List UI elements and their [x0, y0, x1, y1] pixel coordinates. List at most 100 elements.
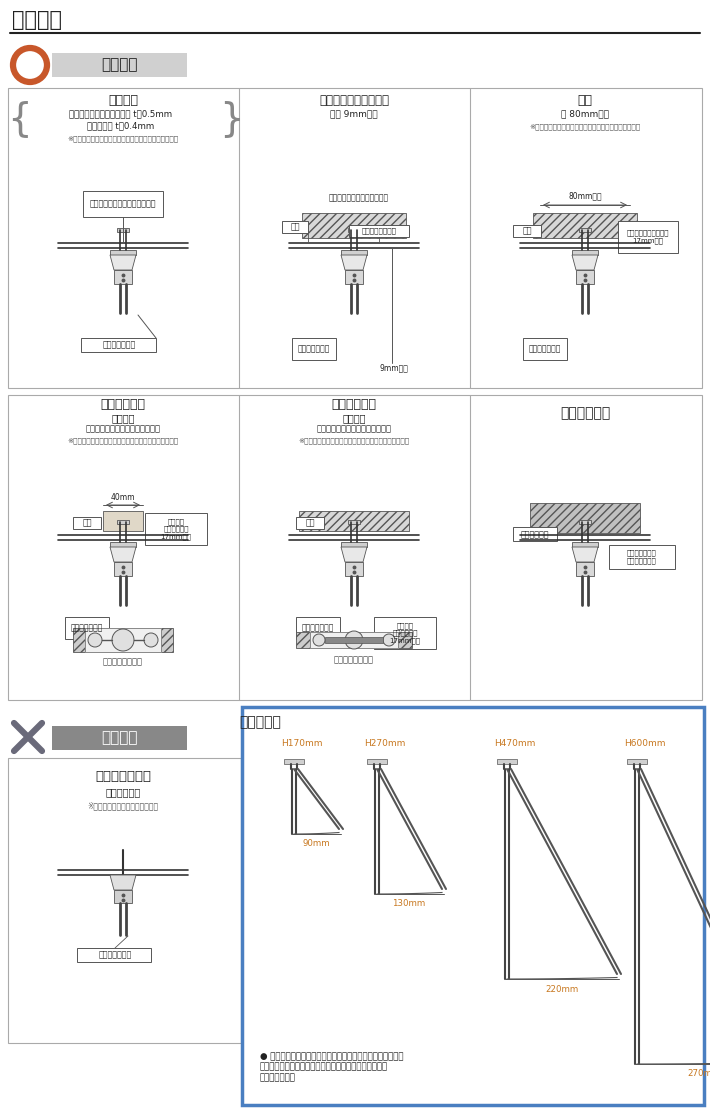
Circle shape [112, 629, 134, 651]
Text: 90mm: 90mm [302, 840, 330, 849]
Text: 40mm: 40mm [111, 493, 135, 502]
Text: 水平方向: 水平方向 [342, 413, 366, 423]
Polygon shape [341, 255, 367, 270]
Circle shape [313, 634, 325, 646]
Text: 130mm: 130mm [393, 899, 425, 908]
Text: シングルバー（シングル野縁）: シングルバー（シングル野縁） [89, 200, 156, 209]
Bar [302, 213, 406, 238]
Text: 天井面仕上げ材: 天井面仕上げ材 [529, 344, 561, 353]
Text: 天井面仕上げ材: 天井面仕上げ材 [297, 344, 330, 353]
Bar [341, 250, 367, 255]
Bar [296, 617, 340, 639]
Bar [296, 517, 324, 529]
Text: 天井面仕上げ材: 天井面仕上げ材 [71, 623, 103, 632]
Bar [73, 517, 101, 529]
Bar [325, 637, 383, 643]
Text: }: } [219, 101, 244, 139]
Text: 木部への
ねじ込み深さ
17mm以上: 木部への ねじ込み深さ 17mm以上 [160, 518, 192, 540]
Text: 天井面仕上げ材: 天井面仕上げ材 [99, 951, 131, 960]
Polygon shape [341, 547, 367, 562]
Text: H270mm: H270mm [364, 738, 405, 747]
Text: 野縁: 野縁 [82, 518, 92, 527]
Text: 野縁（木部）: 野縁（木部） [332, 399, 376, 411]
Bar [530, 503, 640, 533]
Text: 厚さ 9mm以上: 厚さ 9mm以上 [330, 109, 378, 118]
Text: コンクリート: コンクリート [560, 405, 610, 420]
Text: 9mm以上: 9mm以上 [380, 363, 408, 372]
Circle shape [383, 634, 395, 646]
Bar [117, 521, 129, 524]
Text: ● 天井吹りポールの長さによって最大振り幅が異なります。
製品本体が揺れた際、壁などにぶつからないように設置
してください。: ● 天井吹りポールの長さによって最大振り幅が異なります。 製品本体が揺れた際、壁… [260, 1052, 403, 1082]
Text: 角スタッド t＝0.4mm: 角スタッド t＝0.4mm [87, 122, 155, 131]
Text: 構造用合板・普通合板: 構造用合板・普通合板 [319, 94, 389, 106]
Text: 対応下地: 対応下地 [12, 10, 62, 30]
Bar [513, 225, 541, 237]
Bar [114, 890, 132, 903]
Text: 木部へのねじ込み深さ
17mm以上: 木部へのねじ込み深さ 17mm以上 [627, 230, 670, 245]
Polygon shape [572, 255, 598, 270]
Text: 垂直方向: 垂直方向 [111, 413, 135, 423]
Text: 野縁（木部）: 野縁（木部） [101, 399, 146, 411]
Circle shape [345, 631, 363, 649]
Bar [117, 228, 129, 232]
Bar [282, 221, 308, 233]
Text: H470mm: H470mm [494, 738, 535, 747]
Bar [73, 628, 85, 652]
Bar [533, 213, 637, 238]
Bar [52, 726, 187, 750]
Polygon shape [110, 547, 136, 562]
Bar [627, 758, 647, 764]
Text: ※ブラケットが中心にくるように取付けしてください。: ※ブラケットが中心にくるように取付けしてください。 [298, 438, 410, 445]
Bar [572, 250, 598, 255]
Bar [579, 521, 591, 524]
Bar [398, 632, 412, 648]
Text: 幅 80mm以上: 幅 80mm以上 [561, 109, 609, 118]
Text: ※ブラケットが中心にくるように取付けしてください。: ※ブラケットが中心にくるように取付けしてください。 [530, 124, 640, 131]
Bar [77, 948, 151, 962]
Bar [110, 542, 136, 547]
Bar [341, 542, 367, 547]
Text: 木材や金具などで野縁に固定: 木材や金具などで野縁に固定 [329, 193, 389, 202]
Bar [367, 758, 387, 764]
Text: 角材: 角材 [577, 94, 593, 106]
Bar [513, 527, 557, 541]
Text: 最大振り幅: 最大振り幅 [239, 715, 281, 729]
Bar [52, 52, 187, 77]
Text: 取付不可: 取付不可 [101, 731, 137, 745]
Bar [65, 617, 109, 639]
Text: 角材: 角材 [523, 227, 532, 236]
Text: 石膏ボードのみ: 石膏ボードのみ [95, 770, 151, 783]
Bar [284, 758, 304, 764]
Polygon shape [375, 768, 446, 889]
Polygon shape [572, 547, 598, 562]
Polygon shape [635, 768, 710, 1059]
Bar [85, 628, 161, 652]
Bar [242, 707, 704, 1105]
Bar [8, 395, 702, 700]
Text: ※ブラケットが中心にくるように取付けしてください。: ※ブラケットが中心にくるように取付けしてください。 [67, 135, 178, 142]
Bar [145, 513, 207, 545]
Bar [618, 221, 678, 252]
Polygon shape [110, 255, 136, 270]
Bar [348, 521, 360, 524]
Text: シングルバー／ダブルバー t＝0.5mm: シングルバー／ダブルバー t＝0.5mm [70, 109, 173, 118]
Polygon shape [110, 875, 136, 890]
Text: 220mm: 220mm [545, 984, 579, 993]
Bar [299, 510, 409, 531]
Bar [345, 562, 363, 576]
Circle shape [144, 633, 158, 647]
Text: コンクリート用
プラグ（別途）: コンクリート用 プラグ（別途） [627, 550, 657, 564]
Text: H600mm: H600mm [624, 738, 666, 747]
Bar [349, 225, 409, 237]
Text: 天井面仕上げ材: 天井面仕上げ材 [102, 341, 136, 350]
Text: 80mm以上: 80mm以上 [568, 191, 602, 200]
Text: （下から見た図）: （下から見た図） [103, 658, 143, 667]
Text: H170mm: H170mm [281, 738, 323, 747]
Text: （下から見た図）: （下から見た図） [334, 656, 374, 665]
Bar [576, 562, 594, 576]
Bar [497, 758, 517, 764]
Text: {: { [8, 101, 33, 139]
Bar [114, 562, 132, 576]
Text: 軽量鉄骨: 軽量鉄骨 [108, 94, 138, 106]
Bar [576, 270, 594, 284]
